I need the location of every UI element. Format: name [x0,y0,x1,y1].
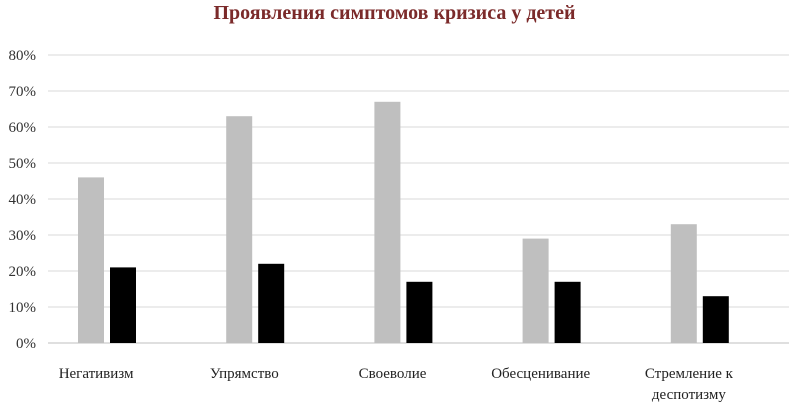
category-label: Стремление к [645,366,734,382]
bar [374,101,401,343]
bars [78,101,729,343]
category-label: Своеволие [359,366,427,382]
bar [522,238,549,343]
y-tick-label: 20% [9,264,37,280]
bar [258,263,285,343]
x-axis-category-labels: Негативизм Упрямство Своеволие Обесценивани… [59,366,734,403]
y-axis-tick-labels: 0% 10% 20% 30% 40% 50% 60% 70% 80% [9,48,37,352]
y-tick-label: 0% [16,336,36,352]
bar [670,224,697,343]
chart-title: Проявления симптомов кризиса у детей [213,2,576,24]
category-label: Обесценивание [491,366,590,382]
y-tick-label: 60% [9,120,37,136]
bar [406,281,433,343]
category-label: деспотизму [652,387,726,403]
bar [110,267,136,343]
category-label: Упрямство [210,366,279,382]
y-tick-label: 80% [9,48,37,64]
y-tick-label: 30% [9,228,37,244]
bar [554,281,581,343]
bar [702,296,729,343]
y-tick-label: 10% [9,300,37,316]
category-label: Негативизм [59,366,134,382]
bar [78,177,104,343]
y-tick-label: 70% [9,84,37,100]
y-tick-label: 40% [9,192,37,208]
bar [226,116,253,343]
y-tick-label: 50% [9,156,37,172]
